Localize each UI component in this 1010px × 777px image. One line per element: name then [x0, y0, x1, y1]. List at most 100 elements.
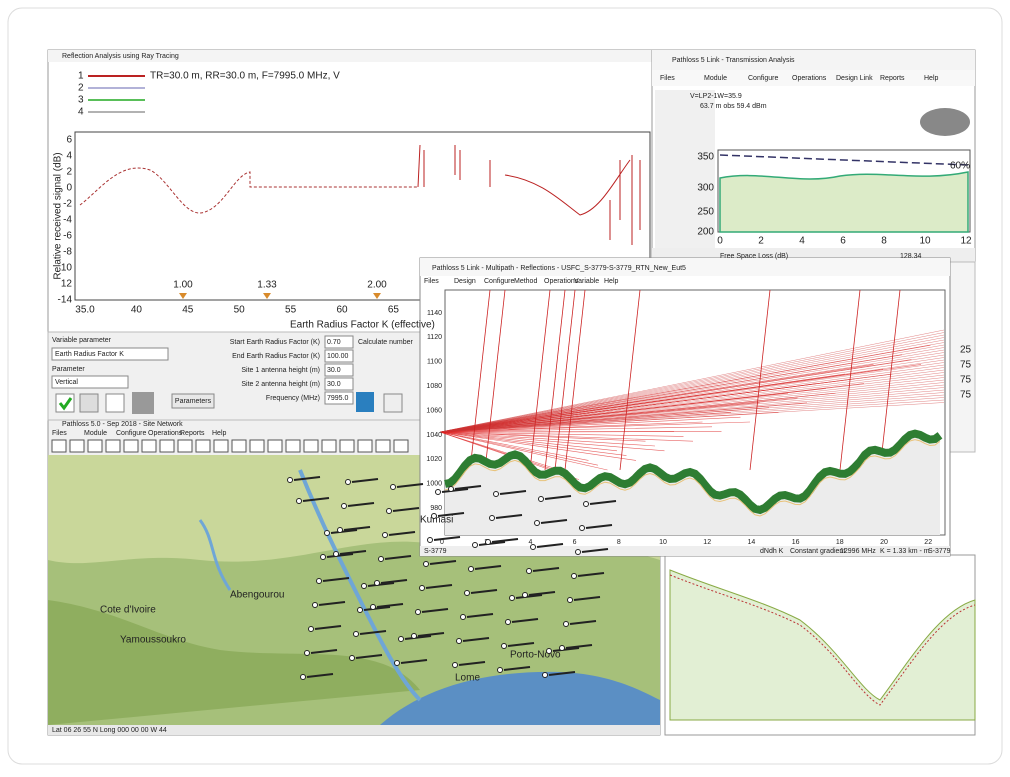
field-label: End Earth Radius Factor (K): [232, 353, 320, 360]
x-tick-label: 55: [285, 305, 297, 316]
y-tick-label: 6: [66, 135, 72, 146]
site-marker: [539, 497, 544, 502]
field-label: Site 1 antenna height (m): [241, 367, 320, 374]
y-tick-label: 1120: [427, 334, 442, 341]
place-label: Lome: [455, 673, 480, 684]
site-marker: [321, 555, 326, 560]
panel-value: 75: [960, 390, 972, 401]
toolbar-icon: [214, 440, 228, 452]
toolbar-icon: [178, 440, 192, 452]
menu-item: Files: [52, 430, 67, 437]
menu-item: Configure: [484, 278, 514, 285]
y-tick-label: -14: [58, 295, 73, 306]
menu-item: Design: [454, 278, 476, 285]
site-marker: [432, 514, 437, 519]
panel-value: 75: [960, 360, 972, 371]
x-tick-label: 12: [960, 236, 972, 247]
site-marker: [527, 569, 532, 574]
y-tick-label: 4: [66, 151, 72, 162]
field-label: Frequency (MHz): [266, 395, 320, 402]
legend-number: 3: [78, 95, 84, 106]
y-tick-label: 1000: [426, 481, 442, 488]
toolbar-icon: [376, 440, 390, 452]
status-text: S-3779: [424, 548, 447, 555]
site-marker: [568, 598, 573, 603]
y-tick-label: 1060: [426, 407, 442, 414]
y-tick-label: 0: [66, 183, 72, 194]
site-marker: [494, 492, 499, 497]
y-tick-label: 350: [697, 152, 714, 163]
marker-label: 1.00: [173, 280, 193, 291]
toolbar-icon: [322, 440, 336, 452]
toolbar-icon: [286, 440, 300, 452]
site-marker: [490, 516, 495, 521]
menu-item: Help: [924, 75, 939, 82]
y-tick-label: 250: [697, 207, 714, 218]
site-marker: [288, 478, 293, 483]
toolbar-icon: [232, 440, 246, 452]
status-text: S-3779: [928, 548, 951, 555]
menu-item: Help: [212, 430, 227, 437]
toolbar-icon: [124, 440, 138, 452]
site-marker: [383, 533, 388, 538]
site-marker: [387, 509, 392, 514]
toolbar-icon: [196, 440, 210, 452]
site-marker: [465, 591, 470, 596]
site-marker: [362, 584, 367, 589]
menu-item: Module: [704, 75, 727, 82]
site-marker: [564, 622, 569, 627]
y-tick-label: 1040: [426, 432, 442, 439]
site-marker: [486, 540, 491, 545]
site-marker: [502, 644, 507, 649]
toolbar-icon: [268, 440, 282, 452]
window-title: Pathloss 5 Link - Transmission Analysis: [672, 57, 795, 64]
site-marker: [416, 610, 421, 615]
site-marker: [473, 543, 478, 548]
y-tick-label: 1020: [426, 456, 442, 463]
site-marker: [391, 485, 396, 490]
site-marker: [379, 557, 384, 562]
window-title: Pathloss 5 Link - Multipath - Reflection…: [432, 265, 686, 272]
x-tick-label: 50: [234, 305, 246, 316]
menu-item: Module: [84, 430, 107, 437]
y-tick-label: 200: [697, 227, 714, 238]
x-tick-label: 2: [758, 236, 764, 247]
menu-item: Reports: [880, 75, 905, 82]
field-label: Site 2 antenna height (m): [241, 381, 320, 388]
site-marker: [580, 526, 585, 531]
y-tick-label: 1100: [427, 359, 442, 366]
loss-value: 128.34: [900, 253, 922, 260]
dropdown-value: Vertical: [55, 379, 78, 386]
menu-item: Configure: [116, 430, 146, 437]
site-marker: [395, 661, 400, 666]
button-label: Parameters: [175, 398, 212, 405]
x-tick-label: 0: [717, 236, 723, 247]
y-tick-label: 300: [697, 183, 714, 194]
toolbar-icon: [340, 440, 354, 452]
field-label: Calculate number: [358, 339, 414, 346]
x-tick-label: 60: [336, 305, 348, 316]
x-tick-label: 65: [388, 305, 400, 316]
x-tick-label: 20: [880, 539, 888, 546]
site-marker: [301, 675, 306, 680]
menu-item: Reports: [180, 430, 205, 437]
status-text: Lat 06 26 55 N Long 000 00 00 W 44: [52, 727, 167, 734]
site-marker: [412, 634, 417, 639]
field-label: Parameter: [52, 366, 85, 373]
toolbar-icon: [70, 440, 84, 452]
y-tick-label: 1140: [427, 310, 442, 317]
x-tick-label: 10: [919, 236, 931, 247]
site-marker: [371, 605, 376, 610]
panel-value: 25: [960, 345, 972, 356]
toolbar-icon: [394, 440, 408, 452]
menu-item: Design Link: [836, 75, 873, 82]
site-marker: [358, 608, 363, 613]
place-label: Yamoussoukro: [120, 635, 186, 646]
toolbar-icon: [160, 440, 174, 452]
site-marker: [346, 480, 351, 485]
toolbar-icon: [304, 440, 318, 452]
status-text: K = 1.33 km - m: [880, 548, 930, 555]
toolbar-icon: [358, 440, 372, 452]
y-tick-label: -4: [63, 215, 72, 226]
antenna-text: V=LP2-1W=35.9: [690, 93, 742, 100]
